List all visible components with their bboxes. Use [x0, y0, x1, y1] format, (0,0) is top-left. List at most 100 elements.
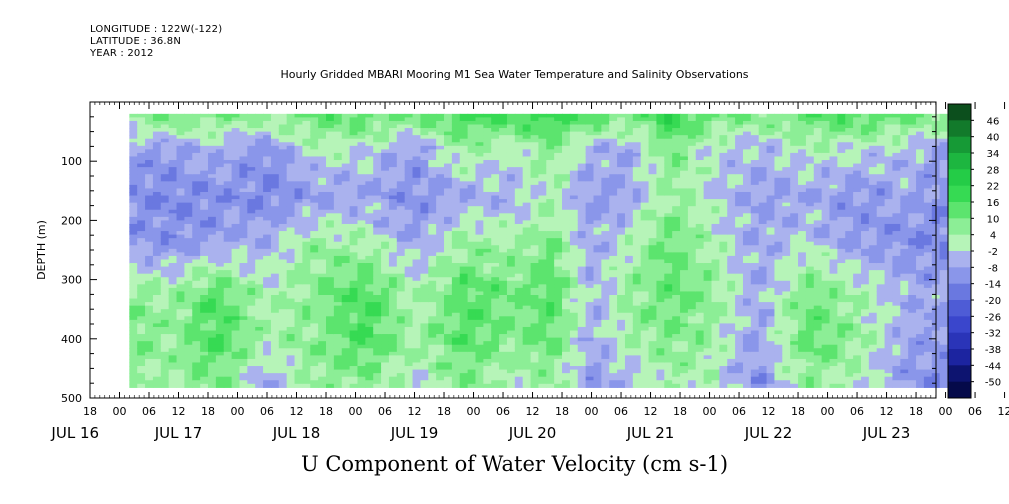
contour-cell — [475, 181, 484, 186]
contour-cell — [420, 231, 429, 236]
contour-cell — [341, 312, 351, 317]
contour-cell — [326, 216, 335, 221]
contour-cell — [263, 323, 272, 328]
contour-cell — [184, 380, 193, 385]
contour-cell — [593, 220, 602, 225]
contour-cell — [396, 323, 406, 328]
contour-cell — [310, 220, 319, 225]
contour-cell — [428, 302, 437, 307]
contour-cell — [294, 238, 304, 243]
contour-cell — [396, 128, 406, 133]
contour-cell — [294, 174, 304, 179]
contour-cell — [263, 351, 272, 356]
contour-cell — [152, 231, 162, 236]
contour-cell — [192, 302, 201, 307]
contour-cell — [562, 245, 571, 250]
contour-cell — [192, 305, 201, 310]
contour-cell — [404, 149, 414, 154]
contour-cell — [137, 373, 146, 378]
contour-cell — [538, 181, 547, 186]
contour-cell — [506, 255, 516, 261]
contour-cell — [152, 312, 162, 317]
contour-cell — [467, 323, 477, 328]
contour-cell — [294, 188, 304, 193]
contour-cell — [562, 227, 571, 232]
contour-cell — [349, 259, 359, 264]
contour-cell — [396, 135, 406, 140]
contour-cell — [200, 209, 209, 214]
contour-cell — [554, 160, 563, 165]
contour-cell — [255, 287, 264, 293]
contour-cell — [145, 206, 154, 211]
contour-cell — [632, 263, 642, 268]
contour-cell — [632, 309, 642, 314]
contour-cell — [601, 383, 610, 388]
contour-cell — [160, 145, 170, 150]
contour-cell — [160, 255, 170, 261]
contour-cell — [632, 188, 642, 193]
contour-cell — [467, 255, 477, 261]
contour-cell — [286, 248, 296, 253]
contour-cell — [255, 319, 264, 325]
contour-cell — [326, 252, 335, 257]
contour-cell — [160, 223, 170, 229]
contour-cell — [137, 238, 146, 243]
contour-cell — [459, 191, 469, 197]
contour-cell — [388, 238, 398, 243]
contour-cell — [467, 152, 477, 158]
contour-cell — [373, 383, 382, 388]
contour-cell — [381, 128, 390, 133]
contour-cell — [318, 337, 327, 342]
contour-cell — [451, 259, 461, 264]
contour-cell — [333, 184, 343, 190]
contour-cell — [506, 273, 516, 278]
contour-cell — [145, 277, 154, 282]
contour-cell — [499, 298, 508, 303]
contour-cell — [601, 280, 610, 285]
contour-cell — [530, 355, 540, 360]
contour-cell — [223, 312, 233, 317]
contour-cell — [137, 312, 146, 317]
contour-cell — [522, 117, 532, 122]
contour-cell — [538, 369, 547, 374]
contour-cell — [381, 270, 390, 275]
contour-cell — [286, 284, 296, 289]
contour-cell — [302, 113, 311, 118]
contour-cell — [302, 366, 311, 371]
contour-cell — [632, 316, 642, 321]
contour-cell — [499, 309, 508, 314]
contour-cell — [129, 231, 138, 236]
contour-cell — [444, 234, 453, 239]
contour-cell — [451, 330, 461, 335]
contour-cell — [459, 241, 469, 246]
contour-cell — [499, 238, 508, 243]
contour-cell — [176, 380, 186, 385]
contour-cell — [223, 202, 233, 207]
contour-cell — [208, 351, 217, 356]
contour-cell — [585, 234, 595, 239]
contour-cell — [302, 163, 311, 168]
contour-cell — [412, 220, 422, 225]
contour-cell — [632, 266, 642, 271]
contour-cell — [585, 362, 595, 367]
contour-cell — [428, 227, 437, 232]
contour-cell — [593, 263, 602, 268]
contour-cell — [617, 120, 626, 126]
contour-cell — [215, 128, 225, 133]
contour-cell — [160, 337, 170, 342]
contour-cell — [506, 344, 516, 349]
contour-cell — [522, 259, 532, 264]
contour-cell — [357, 216, 366, 221]
contour-cell — [231, 362, 241, 367]
contour-cell — [483, 213, 492, 218]
contour-cell — [451, 209, 461, 214]
contour-cell — [168, 202, 178, 207]
contour-cell — [601, 195, 610, 200]
contour-cell — [404, 170, 414, 175]
contour-cell — [286, 355, 296, 360]
contour-cell — [286, 138, 296, 143]
contour-cell — [624, 280, 634, 285]
contour-cell — [420, 245, 429, 250]
contour-cell — [160, 316, 170, 321]
contour-cell — [538, 383, 547, 388]
